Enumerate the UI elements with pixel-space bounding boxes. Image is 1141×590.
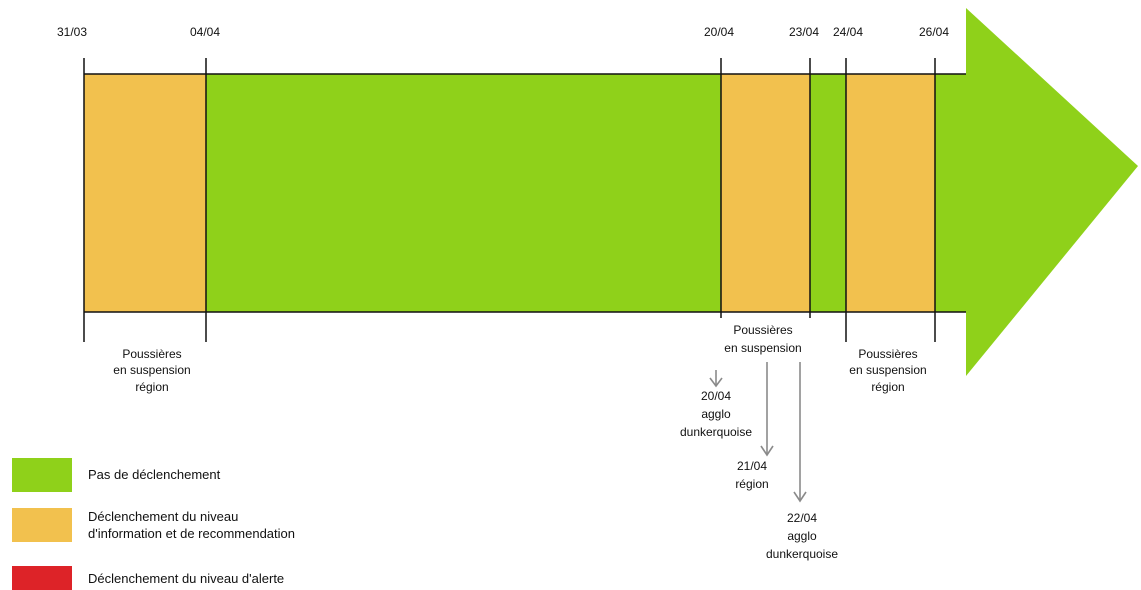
period-segment-4 bbox=[810, 74, 846, 312]
period-note-line: en suspension bbox=[849, 363, 926, 377]
period-note-line: Poussières bbox=[122, 347, 181, 361]
detail-label-line: 20/04 bbox=[701, 389, 731, 403]
detail-label-line: 22/04 bbox=[787, 511, 817, 525]
detail-arrow bbox=[709, 370, 723, 388]
detail-label-line: agglo bbox=[787, 529, 817, 543]
detail-label-line: dunkerquoise bbox=[680, 425, 752, 439]
legend-swatch-orange bbox=[12, 508, 72, 542]
detail-label-line: région bbox=[735, 477, 768, 491]
period-note-line: en suspension bbox=[113, 363, 190, 377]
detail-label-line: dunkerquoise bbox=[766, 547, 838, 561]
date-label: 31/03 bbox=[57, 25, 87, 39]
date-label: 20/04 bbox=[704, 25, 734, 39]
period-segment-3 bbox=[721, 74, 810, 312]
period-note-line: région bbox=[135, 380, 168, 394]
period-note-line: Poussières bbox=[858, 347, 917, 361]
date-label: 24/04 bbox=[833, 25, 863, 39]
legend-swatch-green bbox=[12, 458, 72, 492]
detail-label-line: agglo bbox=[701, 407, 731, 421]
legend-swatch-red bbox=[12, 566, 72, 590]
period-note-line: Poussières bbox=[733, 323, 792, 337]
period-segment-5 bbox=[846, 74, 935, 312]
detail-arrow bbox=[760, 362, 774, 457]
detail-label-line: 21/04 bbox=[737, 459, 767, 473]
period-segment-1 bbox=[84, 74, 206, 312]
date-label: 04/04 bbox=[190, 25, 220, 39]
timeline-arrow-head bbox=[966, 8, 1138, 376]
date-label: 23/04 bbox=[789, 25, 819, 39]
legend-label: Pas de déclenchement bbox=[88, 467, 221, 482]
detail-arrow bbox=[793, 362, 807, 503]
period-segment-2 bbox=[206, 74, 721, 312]
period-note-line: région bbox=[871, 380, 904, 394]
date-label: 26/04 bbox=[919, 25, 949, 39]
period-segment-6 bbox=[935, 74, 967, 312]
legend-label: Déclenchement du niveau d'alerte bbox=[88, 571, 285, 586]
legend-label: Déclenchement du niveau d'information et… bbox=[88, 509, 295, 541]
period-note-line: en suspension bbox=[724, 341, 801, 355]
